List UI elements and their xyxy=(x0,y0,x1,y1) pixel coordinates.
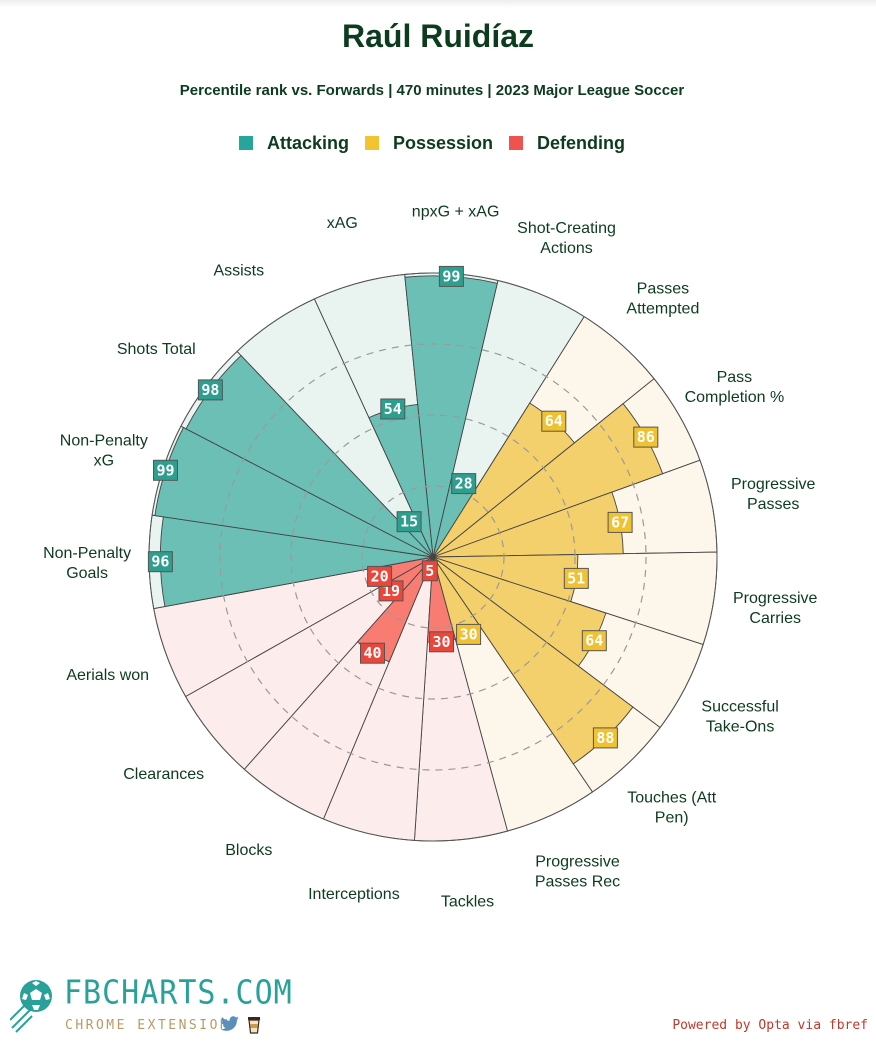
grid-ring-75 xyxy=(219,343,647,771)
coffee-icon[interactable] xyxy=(247,1016,261,1034)
axis-label-progressive-passes: Progressive Passes xyxy=(731,476,816,513)
value-badge-non-penalty-xg xyxy=(153,459,178,481)
logo-text: FBCHARTS.COM xyxy=(64,974,293,1013)
value-label-tackles: 30 xyxy=(432,633,450,651)
value-label-non-penalty-xg: 99 xyxy=(156,461,174,479)
legend-label-defending: Defending xyxy=(537,132,626,153)
axis-label-xag: xAG xyxy=(327,215,358,232)
top-shadow xyxy=(0,0,876,8)
value-badge-progressive-passes xyxy=(607,511,633,533)
value-badge-pass-completion xyxy=(633,426,659,448)
logo-subtext: CHROME EXTENSION xyxy=(65,1018,231,1033)
grid-ring-50 xyxy=(290,414,576,700)
legend-swatch-defending xyxy=(509,136,524,150)
value-label-aerials-won: 20 xyxy=(371,567,389,585)
value-badge-xag xyxy=(380,398,406,420)
legend-item-defending: Defending xyxy=(509,133,625,154)
chart-title: Raúl Ruidíaz xyxy=(341,18,534,54)
value-badge-touches-att-pen xyxy=(592,727,618,749)
axis-label-non-penalty-goals: Non-Penalty Goals xyxy=(43,545,131,582)
value-label-assists: 15 xyxy=(400,513,418,531)
grid-ring-25 xyxy=(361,485,505,629)
axis-label-shots-total: Shots Total xyxy=(117,341,196,358)
value-label-blocks: 40 xyxy=(363,644,381,662)
value-label-pass-completion: 86 xyxy=(637,428,655,446)
legend-swatch-attacking xyxy=(238,136,253,150)
axis-label-pass-completion: Pass Completion % xyxy=(685,369,785,406)
axis-label-non-penalty-xg: Non-Penalty xG xyxy=(60,432,148,469)
value-label-progressive-carries: 51 xyxy=(567,569,585,587)
value-label-passes-attempted: 64 xyxy=(545,412,563,430)
value-label-touches-att-pen: 88 xyxy=(596,729,614,747)
value-badge-assists xyxy=(396,511,422,533)
axis-label-assists: Assists xyxy=(213,263,264,280)
legend: Attacking Possession Defending xyxy=(0,131,864,155)
chart-subtitle: Percentile rank vs. Forwards | 470 minut… xyxy=(179,82,685,99)
legend-label-possession: Possession xyxy=(392,132,494,153)
value-label-xag: 54 xyxy=(384,400,402,418)
axis-label-clearances: Clearances xyxy=(123,766,204,783)
axis-label-shot-creating-actions: Shot-Creating Actions xyxy=(517,220,616,257)
axis-label-tackles: Tackles xyxy=(441,893,494,910)
legend-label-attacking: Attacking xyxy=(266,132,349,153)
value-badge-npxg-xag xyxy=(438,265,464,287)
value-badge-shot-creating-actions xyxy=(451,473,477,495)
value-label-npxg-xag: 99 xyxy=(442,267,460,285)
value-label-interceptions: 5 xyxy=(425,562,434,580)
value-label-shots-total: 98 xyxy=(201,381,219,399)
axis-label-blocks: Blocks xyxy=(225,842,272,859)
value-badge-progressive-passes-rec xyxy=(456,623,482,645)
value-badge-blocks xyxy=(360,642,385,664)
axis-label-progressive-passes-rec: Progressive Passes Rec xyxy=(535,853,620,890)
value-label-non-penalty-goals: 96 xyxy=(151,553,169,571)
value-badge-tackles xyxy=(429,631,454,653)
axis-label-aerials-won: Aerials won xyxy=(66,667,149,684)
legend-swatch-possession xyxy=(364,136,379,150)
value-badge-non-penalty-goals xyxy=(147,551,173,573)
axis-label-passes-attempted: Passes Attempted xyxy=(626,280,699,317)
value-label-progressive-passes-rec: 30 xyxy=(460,625,478,643)
value-label-shot-creating-actions: 28 xyxy=(455,475,473,493)
value-badge-successful-take-ons xyxy=(581,630,607,652)
value-badge-shots-total xyxy=(197,379,223,401)
value-label-successful-take-ons: 64 xyxy=(585,632,603,650)
axis-label-interceptions: Interceptions xyxy=(308,886,400,903)
value-badge-interceptions xyxy=(421,560,438,582)
axis-label-touches-att-pen: Touches (Att Pen) xyxy=(627,790,716,827)
legend-item-possession: Possession xyxy=(364,132,494,154)
legend-item-attacking: Attacking xyxy=(238,132,349,154)
axis-label-progressive-carries: Progressive Carries xyxy=(733,590,818,627)
value-badge-passes-attempted xyxy=(541,410,567,432)
value-badge-progressive-carries xyxy=(563,567,589,589)
source-credit: Powered by Opta via fbref xyxy=(672,1018,868,1033)
soccer-ball-icon xyxy=(10,980,52,1033)
axis-label-npxg-xag: npxG + xAG xyxy=(412,204,500,221)
twitter-icon[interactable] xyxy=(220,1016,240,1032)
value-badge-aerials-won xyxy=(367,565,393,587)
fbcharts-logo[interactable]: FBCHARTS.COM CHROME EXTENSION xyxy=(10,972,292,1038)
value-label-progressive-passes: 67 xyxy=(611,513,629,531)
axis-label-successful-take-ons: Successful Take-Ons xyxy=(701,698,778,735)
